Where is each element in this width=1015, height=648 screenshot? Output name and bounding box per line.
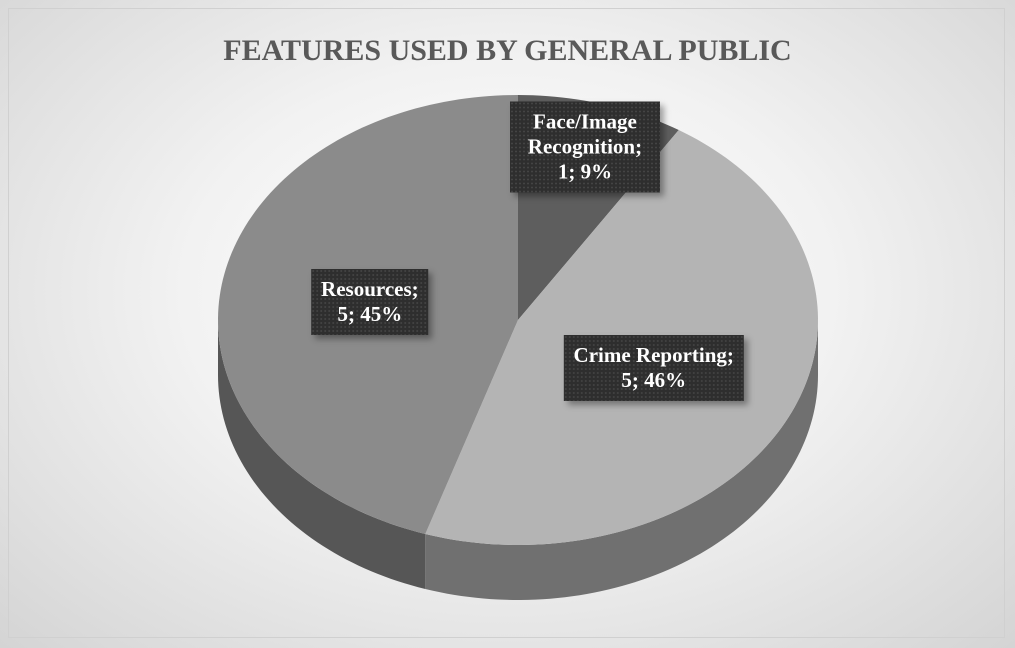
data-label-category: Crime Reporting;	[573, 342, 734, 367]
chart-title: FEATURES USED BY GENERAL PUBLIC	[223, 34, 792, 67]
slice-side	[218, 320, 426, 589]
data-label: Resources; 5; 45%	[311, 269, 429, 336]
data-label-value: 5; 45%	[337, 302, 403, 327]
data-label-value: 1; 9%	[557, 159, 613, 184]
data-label: Crime Reporting; 5; 46%	[563, 334, 744, 401]
slice-side	[425, 320, 818, 600]
data-label-category: Resources;	[321, 277, 419, 302]
data-label: Face/Image Recognition; 1; 9%	[509, 101, 660, 193]
data-label-value: 5; 46%	[621, 367, 687, 392]
data-label-category: Face/Image Recognition;	[527, 109, 643, 159]
chart-frame	[8, 8, 1005, 638]
